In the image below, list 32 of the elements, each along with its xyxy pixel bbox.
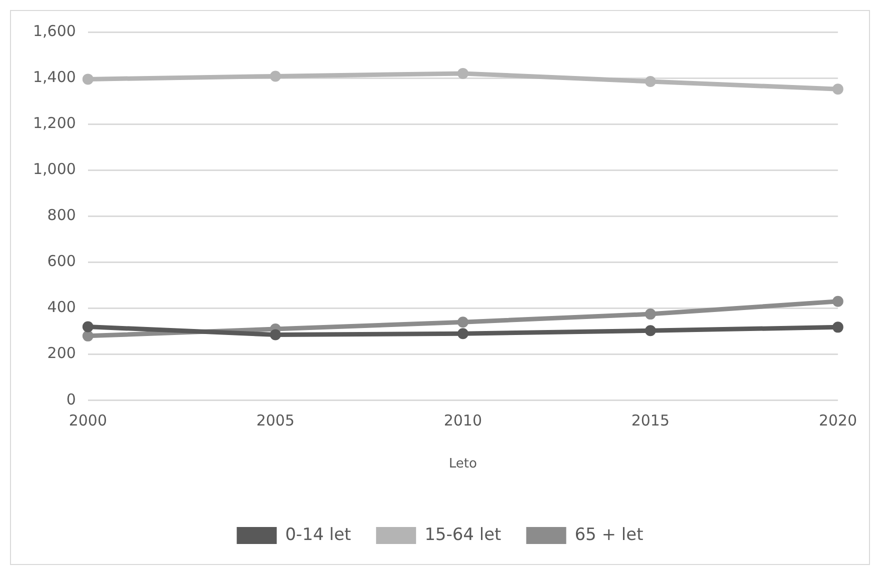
point <box>270 70 281 82</box>
x-tick-label: 2015 <box>631 411 670 430</box>
point <box>82 330 94 342</box>
point <box>457 328 468 340</box>
point <box>82 321 94 332</box>
x-tick-label: 2000 <box>68 411 108 430</box>
y-tick-label: 800 <box>47 206 76 224</box>
y-tick-label: 1,400 <box>32 68 76 86</box>
legend-label: 0-14 let <box>285 524 352 545</box>
x-tick-label: 2010 <box>444 411 482 430</box>
y-tick-label: 600 <box>47 252 76 270</box>
point <box>832 84 844 95</box>
point <box>644 76 656 88</box>
point <box>82 74 94 85</box>
x-axis-title: Leto <box>448 456 477 472</box>
point <box>270 329 281 340</box>
y-tick-label: 1,200 <box>32 114 76 132</box>
legend-label: 65 + let <box>574 524 644 545</box>
y-tick-label: 0 <box>66 390 76 408</box>
x-tick-label: 2020 <box>818 411 858 430</box>
legend-label: 15-64 let <box>424 524 502 545</box>
y-tick-label: 200 <box>47 344 76 362</box>
y-tick-label: 1,600 <box>32 22 76 40</box>
point <box>457 316 468 328</box>
point <box>832 322 844 333</box>
point <box>457 68 468 79</box>
x-tick-label: 2005 <box>256 411 295 430</box>
y-tick-label: 1,000 <box>32 160 76 178</box>
point <box>644 325 656 336</box>
point <box>832 296 844 307</box>
y-tick-label: 400 <box>47 298 76 316</box>
point <box>644 308 656 320</box>
